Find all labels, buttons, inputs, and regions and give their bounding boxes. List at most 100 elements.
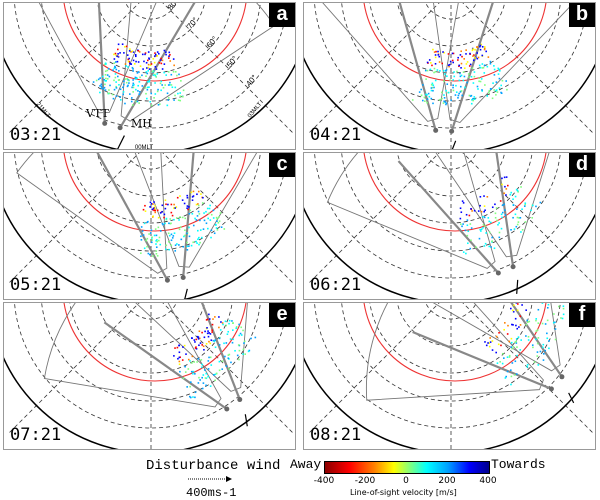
- velocity-point: [452, 52, 455, 55]
- velocity-point: [216, 217, 219, 220]
- velocity-point: [436, 69, 439, 71]
- velocity-point: [189, 385, 191, 388]
- radar-field-of-view: [322, 3, 459, 122]
- velocity-point: [137, 50, 140, 52]
- velocity-point: [132, 86, 135, 89]
- velocity-point: [190, 370, 193, 373]
- velocity-point: [439, 70, 441, 72]
- velocity-point: [156, 51, 159, 53]
- velocity-point: [194, 217, 196, 220]
- station-label-vtt: VTT: [85, 107, 109, 120]
- velocity-point: [481, 90, 484, 92]
- velocity-point: [170, 84, 173, 86]
- velocity-point: [127, 58, 130, 61]
- velocity-point: [498, 87, 501, 89]
- velocity-point: [153, 61, 156, 64]
- velocity-point: [152, 207, 155, 210]
- velocity-point: [147, 51, 150, 53]
- velocity-point: [445, 103, 447, 106]
- velocity-point: [224, 320, 227, 323]
- velocity-point: [154, 205, 156, 207]
- velocity-point: [515, 338, 518, 340]
- velocity-point: [148, 86, 150, 88]
- velocity-point: [147, 66, 150, 69]
- velocity-point: [166, 104, 169, 107]
- velocity-point: [191, 362, 193, 364]
- velocity-point: [205, 342, 208, 345]
- velocity-point: [181, 216, 184, 219]
- velocity-point: [192, 372, 194, 375]
- velocity-point: [186, 207, 188, 210]
- velocity-point: [460, 50, 462, 53]
- velocity-point: [506, 370, 509, 373]
- velocity-point: [164, 84, 166, 86]
- velocity-point: [462, 202, 465, 204]
- velocity-point: [134, 76, 137, 79]
- velocity-point: [137, 71, 140, 73]
- velocity-point: [218, 316, 220, 318]
- velocity-point: [544, 349, 547, 352]
- velocity-point: [480, 78, 483, 80]
- velocity-point: [432, 89, 434, 92]
- velocity-point: [184, 234, 186, 237]
- velocity-point: [548, 347, 550, 350]
- velocity-point: [143, 222, 146, 225]
- velocity-point: [187, 358, 190, 361]
- velocity-point: [160, 80, 163, 83]
- velocity-point: [221, 360, 224, 363]
- velocity-point: [448, 63, 451, 66]
- velocity-point: [499, 70, 501, 72]
- velocity-point: [525, 335, 527, 337]
- velocity-point: [425, 93, 427, 96]
- velocity-point: [460, 90, 463, 92]
- velocity-point: [158, 61, 161, 64]
- velocity-point: [446, 75, 448, 77]
- velocity-point: [495, 351, 497, 354]
- velocity-point: [92, 81, 95, 83]
- velocity-point: [131, 86, 133, 89]
- velocity-point: [472, 97, 474, 100]
- velocity-point: [472, 99, 474, 102]
- velocity-point: [443, 51, 445, 54]
- velocity-point: [505, 176, 508, 178]
- velocity-point: [198, 236, 200, 239]
- disturbance-wind-arrow: [568, 392, 575, 404]
- latitude-label: 70°: [185, 16, 200, 31]
- velocity-point: [125, 45, 128, 48]
- velocity-point: [154, 209, 156, 212]
- velocity-point: [113, 53, 115, 56]
- velocity-point: [136, 72, 139, 74]
- velocity-point: [118, 79, 121, 81]
- disturbance-wind-arrow: [244, 414, 248, 427]
- velocity-colorbar: [324, 461, 490, 474]
- velocity-point: [243, 342, 245, 344]
- mlt-label: 00MLT: [135, 145, 154, 150]
- velocity-point: [140, 252, 142, 255]
- radar-field-of-view: [134, 153, 258, 268]
- velocity-point: [448, 65, 450, 68]
- velocity-point: [489, 62, 492, 65]
- velocity-point: [479, 48, 482, 51]
- velocity-point: [432, 84, 435, 87]
- velocity-point: [250, 337, 252, 340]
- velocity-point: [479, 195, 482, 198]
- velocity-point: [195, 346, 197, 348]
- velocity-point: [486, 65, 489, 68]
- velocity-point: [510, 228, 512, 231]
- velocity-point: [105, 77, 107, 80]
- velocity-point: [122, 91, 125, 93]
- velocity-point: [466, 219, 469, 221]
- velocity-point: [459, 85, 462, 88]
- colorbar-tick: 200: [438, 476, 456, 486]
- velocity-point: [135, 88, 137, 91]
- velocity-point: [195, 203, 198, 206]
- velocity-point: [488, 345, 491, 348]
- velocity-point: [466, 234, 469, 237]
- velocity-point: [196, 215, 199, 217]
- velocity-point: [189, 396, 192, 399]
- velocity-point: [195, 347, 198, 350]
- velocity-point: [493, 89, 496, 91]
- velocity-point: [494, 216, 497, 219]
- velocity-point: [147, 252, 150, 255]
- velocity-point: [501, 362, 504, 365]
